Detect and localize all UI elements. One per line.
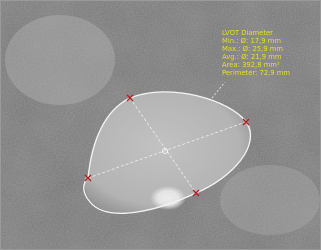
measurement-label: LVOT Diameter Min.: Ø: 17,9 mm Max.: Ø: … [222, 29, 290, 77]
page: {"annotation": {"title": "LVOT Diameter"… [0, 0, 321, 250]
label-line: Area: 392,8 mm² [222, 61, 280, 69]
label-line: Max.: Ø: 25,9 mm [222, 45, 283, 53]
label-line: Perimeter: 72,9 mm [222, 69, 290, 77]
label-title: LVOT Diameter [222, 29, 273, 37]
ct-viewer: LVOT Diameter Min.: Ø: 17,9 mm Max.: Ø: … [0, 0, 321, 250]
label-line: Avg.: Ø: 21,9 mm [222, 53, 282, 61]
label-line: Min.: Ø: 17,9 mm [222, 37, 281, 45]
